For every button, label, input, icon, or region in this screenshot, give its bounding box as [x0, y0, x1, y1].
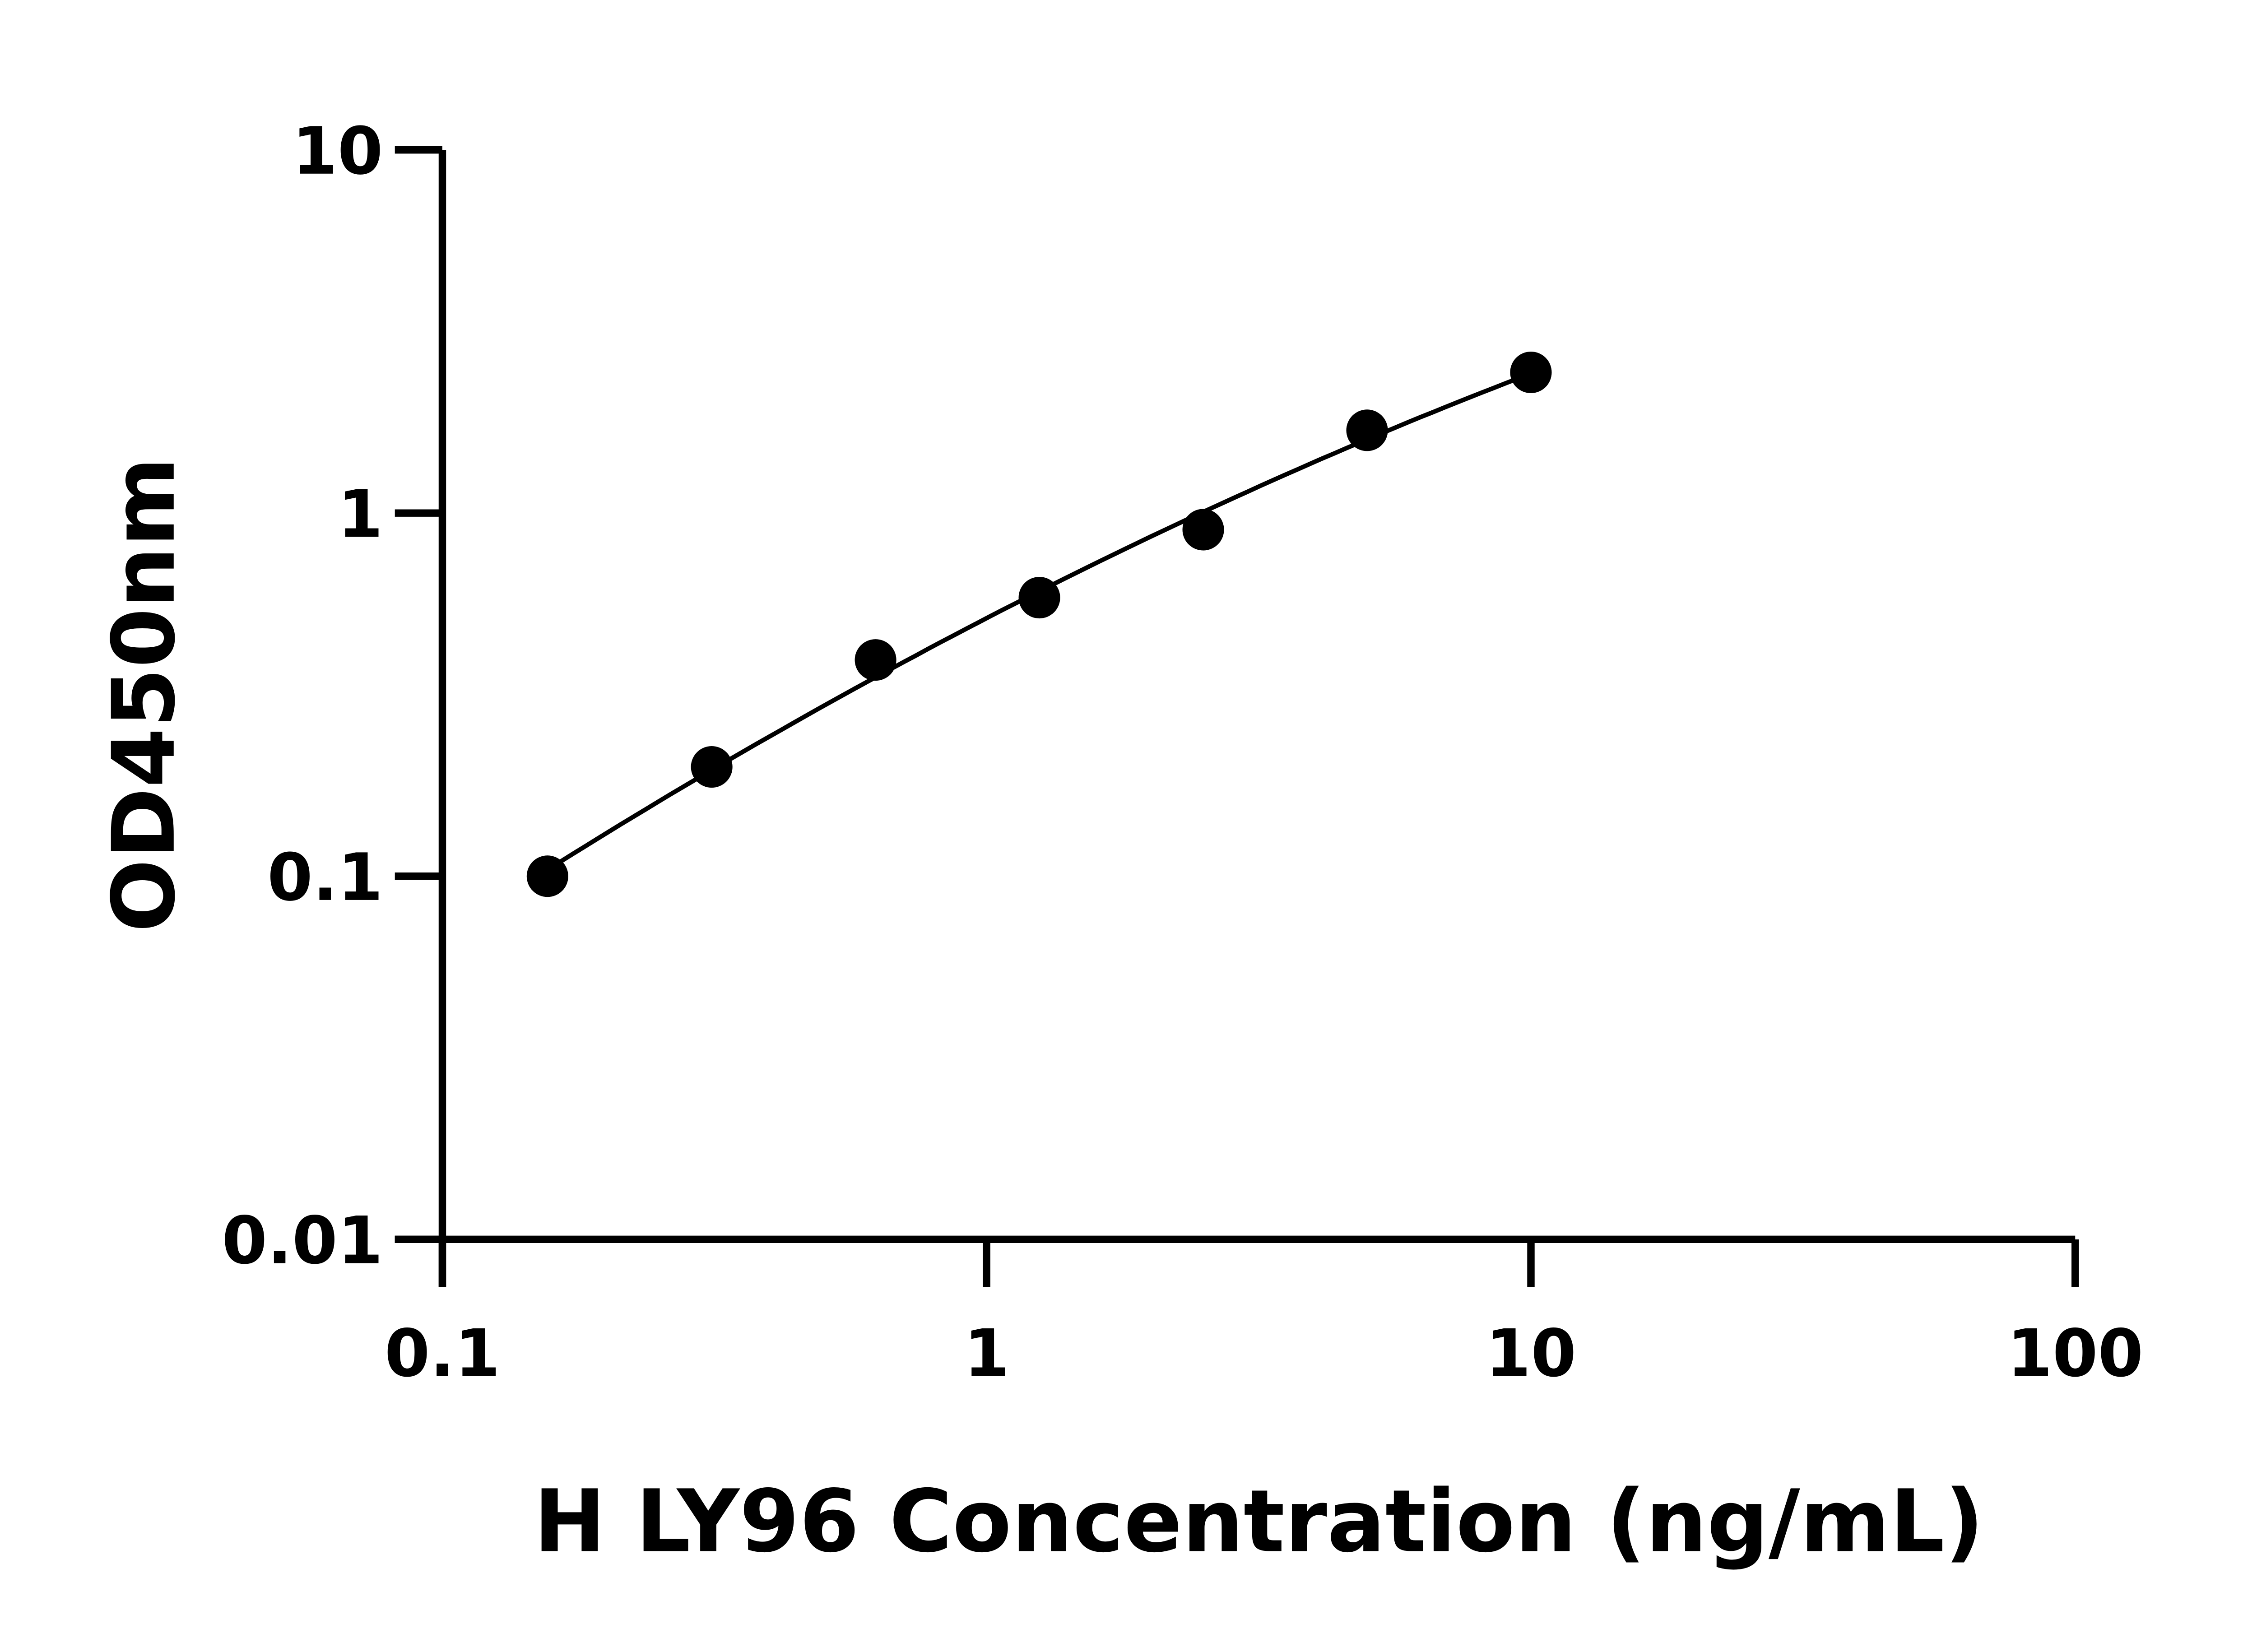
- data-point: [1018, 576, 1060, 619]
- data-point: [1346, 409, 1388, 451]
- data-point: [526, 855, 568, 897]
- data-point: [691, 746, 733, 788]
- y-tick-label: 0.01: [222, 1203, 383, 1279]
- axes: [395, 150, 2076, 1287]
- y-tick-label: 0.1: [267, 840, 383, 916]
- data-points: [526, 351, 1552, 897]
- fit-curve-group: [546, 371, 1532, 872]
- data-point: [1182, 509, 1224, 551]
- data-point: [855, 639, 896, 681]
- y-axis-title: OD450nm: [94, 457, 194, 932]
- x-axis-title: H LY96 Concentration (ng/mL): [534, 1471, 1984, 1571]
- data-point: [1510, 351, 1552, 394]
- fit-curve: [546, 371, 1532, 872]
- y-tick-label: 10: [292, 114, 383, 190]
- x-tick-label: 100: [2007, 1316, 2143, 1392]
- x-tick-label: 10: [1486, 1316, 1576, 1392]
- y-tick-label: 1: [338, 477, 383, 552]
- x-tick-label: 0.1: [385, 1316, 500, 1392]
- x-tick-label: 1: [964, 1316, 1009, 1392]
